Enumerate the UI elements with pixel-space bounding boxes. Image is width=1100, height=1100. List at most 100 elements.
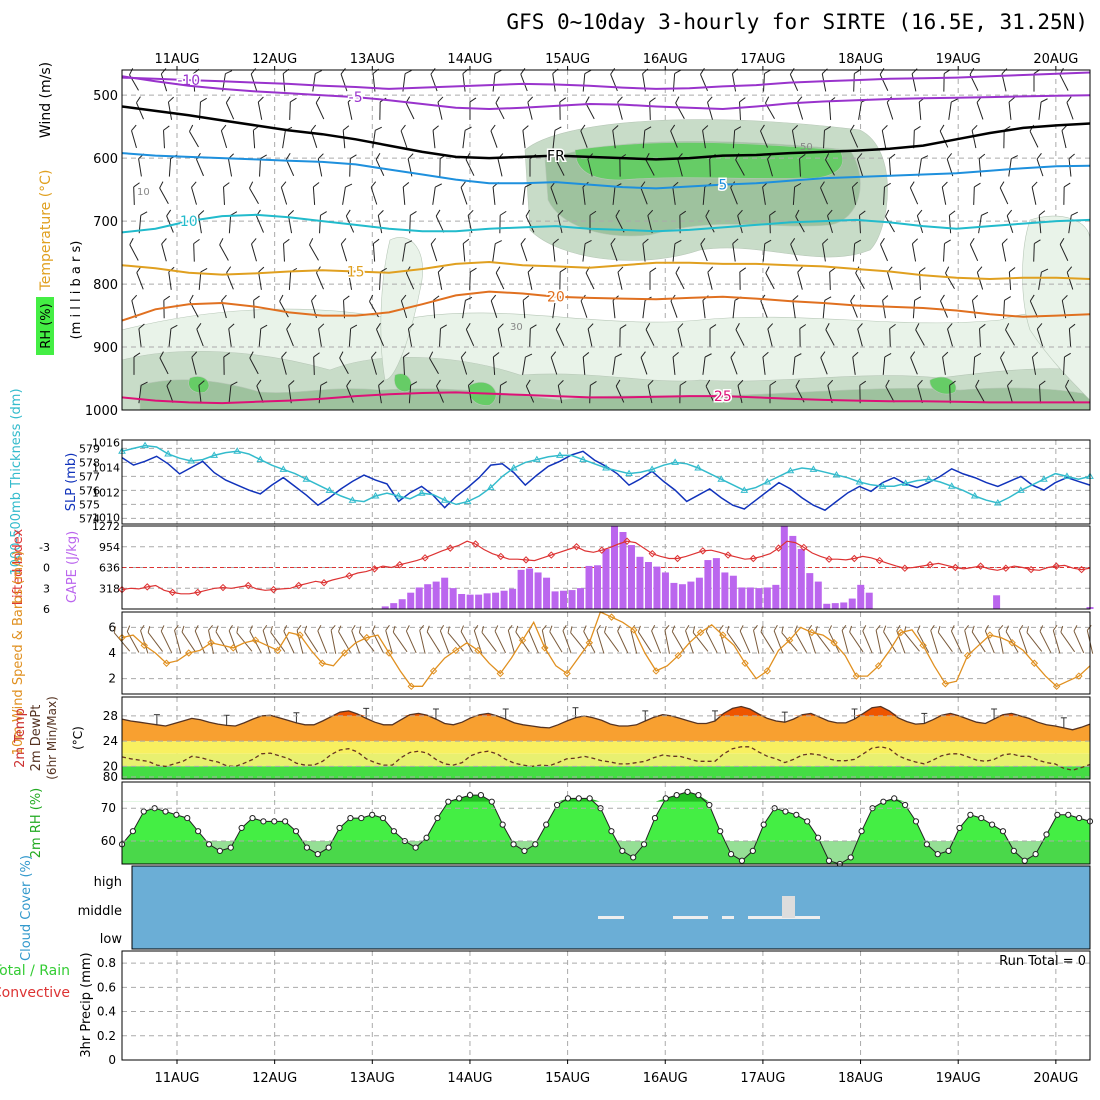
wind10-barb-flag: [875, 624, 881, 631]
wind10-point: [140, 641, 148, 650]
wind-barb-staff: [702, 186, 706, 205]
wind-barb: [649, 267, 657, 290]
wind-barb-staff: [259, 158, 261, 177]
wind-barb: [978, 211, 989, 234]
cape-bar: [653, 566, 661, 609]
wind10-barb: [160, 625, 173, 654]
wind-barb-staff: [252, 130, 256, 149]
wind-barb-flag: [257, 96, 264, 103]
wind-barb-flag: [313, 182, 320, 188]
wind10-barb-flag: [1018, 624, 1024, 631]
wind-barb: [887, 266, 893, 290]
wind10-barb: [181, 625, 196, 653]
wind-barb-flag: [881, 124, 888, 131]
y-tick-label-wind: 6: [108, 620, 116, 634]
wind-barb-flag: [971, 124, 978, 131]
wind10-barb-staff: [515, 631, 530, 653]
wind-barb: [136, 96, 144, 120]
wind-barb-staff: [972, 356, 976, 375]
wind10-barb-flag: [883, 625, 887, 632]
wind10-point: [652, 667, 660, 675]
rh2m-point: [543, 821, 550, 828]
wind-barb: [436, 379, 444, 403]
wind-barb-flag: [460, 351, 467, 358]
li-point: [345, 572, 353, 580]
wind10-barb: [726, 625, 742, 653]
wind-barb-staff: [166, 215, 174, 233]
wind-barb: [339, 351, 349, 375]
wind-barb-flag: [792, 125, 798, 131]
wind-barb-staff: [1061, 130, 1067, 149]
wind-barb-flag: [160, 68, 167, 75]
y-tick-label-precip: 0.6: [97, 980, 116, 994]
y-tick-label-rh: 70: [101, 801, 116, 815]
ylabel-thickness: 1000-500mb Thickness (dm): [9, 388, 24, 575]
rh2m-point: [282, 818, 289, 825]
panel-frame-slp: [121, 439, 1091, 525]
wind-barb: [739, 267, 747, 290]
wind10-barb: [1026, 626, 1043, 652]
rh2m-point: [216, 847, 223, 854]
wind-barb-flag: [198, 210, 205, 216]
wind-barb-staff: [346, 385, 354, 403]
li-point: [421, 554, 429, 562]
wind-barb-staff: [971, 130, 977, 149]
wind-barb: [319, 211, 327, 234]
rh2m-point: [532, 841, 539, 848]
wind-barb-staff: [737, 385, 743, 404]
wind10-barb-staff: [317, 630, 328, 654]
wind-barb-flag: [672, 351, 679, 358]
wind-barb-staff: [702, 300, 706, 319]
wind-barb-flag: [615, 379, 621, 387]
wind10-barb-flag: [794, 625, 798, 632]
cape-bar: [627, 545, 635, 609]
x-tick-label-bottom: 11AUG: [154, 1071, 199, 1086]
wind-barb: [976, 96, 984, 120]
thickness-point: [1040, 475, 1048, 482]
wind-barb: [223, 182, 230, 205]
thickness-point: [832, 471, 841, 478]
rh2m-point: [858, 828, 865, 835]
wind10-barb-staff: [147, 632, 164, 652]
wind-barb-staff: [762, 186, 766, 205]
wind-barb-staff: [379, 271, 381, 290]
wind-barb-flag: [979, 323, 986, 330]
thickness-point: [763, 478, 772, 485]
wind-barb-staff: [702, 130, 706, 149]
wind-barb-staff: [467, 385, 473, 404]
wind-barb-flag: [1034, 239, 1041, 245]
li-point: [749, 554, 758, 563]
wind-barb: [675, 266, 685, 290]
wind-barb-staff: [640, 357, 648, 375]
wind-barb-staff: [283, 243, 285, 262]
wind10-barb: [883, 625, 897, 653]
wind-barb-flag: [288, 210, 294, 216]
isotherm-label: 5: [718, 178, 727, 194]
wind-barb-staff: [552, 130, 556, 149]
wind-barb: [377, 209, 384, 234]
wind-barb-staff: [885, 386, 895, 403]
wind-barb-flag: [679, 380, 687, 386]
wind-barb-staff: [1029, 300, 1039, 318]
wind-barb-flag: [436, 379, 441, 387]
cape-bar: [483, 593, 491, 609]
wind-barb: [400, 124, 408, 148]
wind-barb-staff: [792, 186, 796, 205]
wind-barb-staff: [316, 272, 324, 290]
wind-barb: [342, 125, 350, 149]
rh2m-point: [891, 795, 898, 802]
wind-barb-staff: [732, 300, 736, 319]
wind-barb-flag: [136, 96, 141, 103]
wind-barb: [1065, 379, 1075, 403]
wind10-barb-staff: [460, 631, 474, 653]
temp-band-yellow2: [122, 753, 1090, 767]
panel-frame-upper: [121, 69, 1091, 411]
wind10-barb-flag: [664, 625, 670, 631]
wind-barb: [552, 68, 559, 92]
wind-barb-staff: [253, 300, 255, 319]
wind-barb-staff: [909, 187, 919, 205]
wind-barb-flag: [191, 181, 197, 188]
wind-barb: [799, 324, 807, 347]
wind-barb-flag: [129, 68, 134, 76]
wind-barb: [762, 351, 769, 375]
